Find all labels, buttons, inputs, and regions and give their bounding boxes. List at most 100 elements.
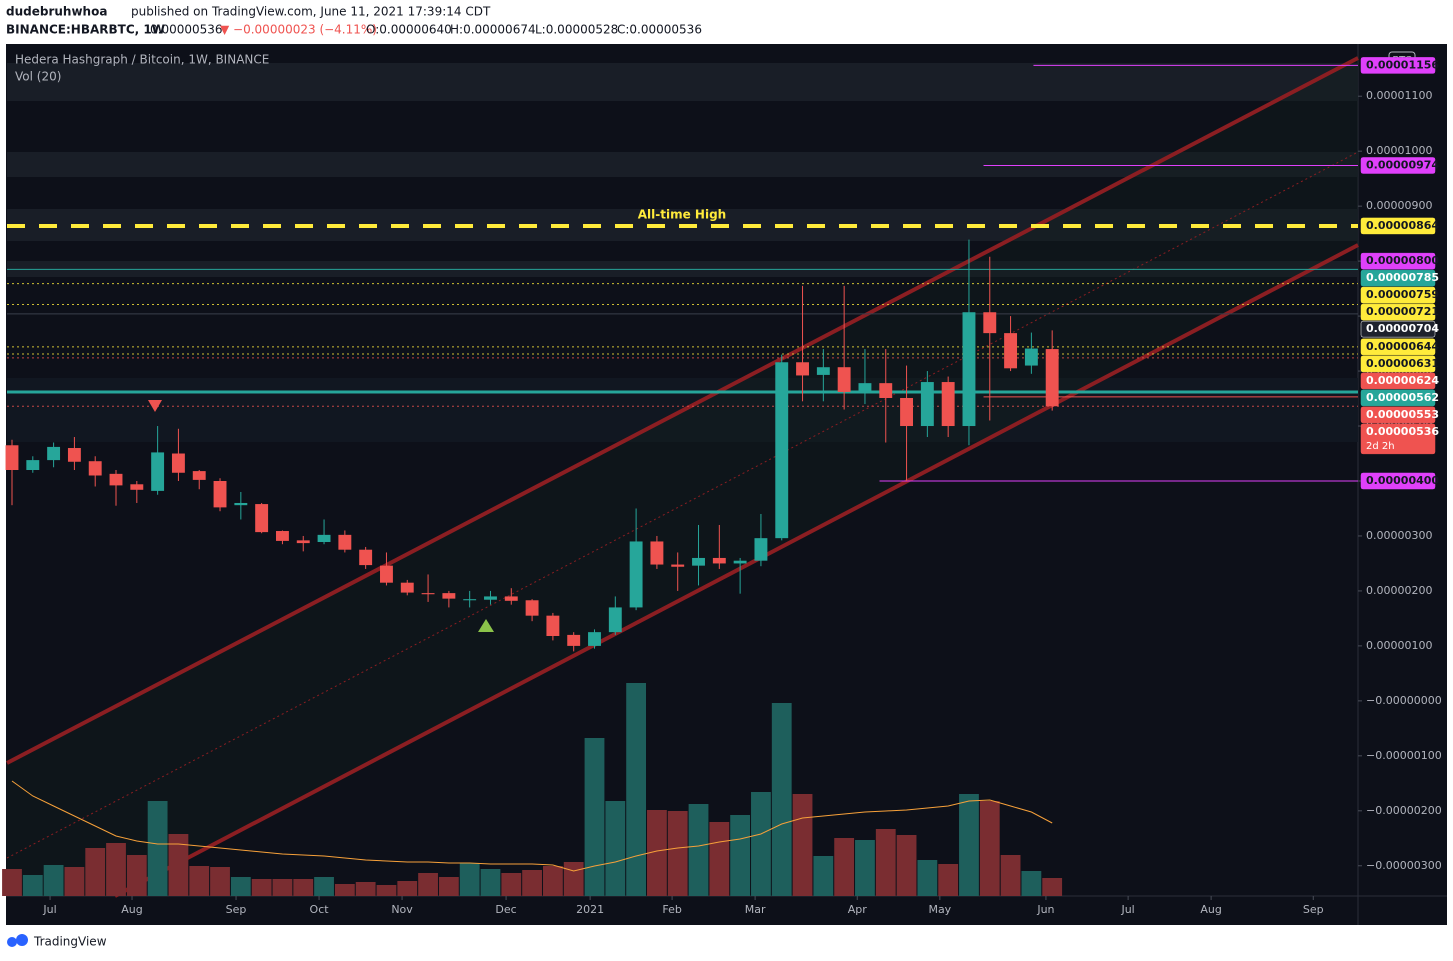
price-label-box (1360, 406, 1436, 424)
candle-body (151, 452, 165, 491)
price-label: 0.00000624 (1366, 374, 1439, 387)
publisher: dudebruhwhoa (6, 5, 107, 19)
candle-body (5, 445, 19, 470)
volume-bar (584, 738, 605, 896)
volume-bar (251, 879, 272, 896)
candle-body (234, 502, 248, 506)
price-label-box (1360, 320, 1436, 338)
x-tick-label: 2021 (576, 903, 604, 916)
channel-upper (6, 56, 1359, 765)
candle-body (983, 312, 997, 334)
volume-bar (85, 848, 106, 896)
x-tick-label: Apr (848, 903, 868, 916)
price-label-box (1360, 157, 1436, 174)
candle-body (317, 534, 331, 543)
volume-bar (334, 884, 355, 896)
volume-bar (230, 877, 251, 896)
x-tick-label: Dec (495, 903, 516, 916)
price-label: 0.00000974 (1366, 158, 1439, 171)
candle-body (275, 531, 289, 541)
ath-annotation: All-time High (638, 208, 726, 222)
candle-body (484, 596, 497, 600)
symbol: BINANCE:HBARBTC, 1W (6, 23, 165, 37)
candle-body (900, 397, 914, 427)
y-tick-label: −0.00000100 (1366, 749, 1442, 762)
change: ▼ −0.00000023 (−4.11%) (220, 23, 377, 37)
price-label-box (1360, 57, 1436, 74)
price-label-box (1360, 389, 1436, 407)
brand: TradingView (33, 935, 107, 949)
candle-body (671, 564, 685, 567)
brand-logo (7, 934, 28, 947)
x-tick-label: Mar (745, 903, 766, 916)
price-label-box (1360, 217, 1436, 235)
price-label-box (1360, 423, 1436, 455)
candle-body (733, 560, 747, 564)
volume-bar (751, 792, 771, 896)
volume-bar (397, 881, 418, 896)
volume-bar (959, 794, 979, 896)
candle-body (67, 448, 81, 462)
volume-bar (542, 866, 563, 896)
candle-body (192, 471, 206, 480)
x-tick-label: Feb (662, 903, 681, 916)
candle-body (858, 383, 872, 392)
price-label-box (1360, 286, 1436, 304)
price-label: 0.00000562 (1366, 391, 1439, 404)
volume-bar (667, 811, 688, 896)
candle-body (171, 453, 185, 473)
x-tick-label: Nov (391, 903, 413, 916)
y-tick-label: 0.00000300 (1366, 529, 1432, 542)
ohlc-open: O:0.00000640 (366, 23, 452, 37)
y-tick-label: −0.00000000 (1366, 694, 1442, 707)
volume-bar (418, 873, 438, 896)
y-tick-label: 0.00000900 (1366, 199, 1432, 212)
volume-bar (376, 885, 397, 896)
volume-bar (438, 877, 459, 896)
price-label-box (1360, 355, 1436, 373)
logo-dot (16, 934, 28, 946)
candle-body (650, 541, 664, 565)
candle-body (567, 634, 581, 646)
symbol-legend: BINANCE:HBARBTC, 1W 0.00000536 ▼ −0.0000… (6, 23, 702, 37)
volume-bar (626, 683, 647, 896)
candle-body (712, 557, 726, 564)
volume-bar (1042, 878, 1063, 896)
price-label-box (1360, 269, 1436, 287)
x-tick-label: Sep (226, 903, 247, 916)
price-label: 0.00000644 (1366, 340, 1439, 353)
volume-bar (314, 877, 334, 896)
price-label-box (1360, 303, 1436, 321)
x-tick-label: Jul (42, 903, 56, 916)
candle-body (109, 473, 123, 486)
volume-bar (1021, 871, 1042, 896)
volume-bar (605, 801, 626, 896)
x-tick-label: May (928, 903, 951, 916)
logo-dot (7, 937, 17, 947)
price-label: 0.00000721 (1366, 305, 1439, 318)
x-tick-label: Aug (121, 903, 142, 916)
ohlc-close: C:0.00000536 (617, 23, 702, 37)
candle-body (796, 362, 809, 376)
volume-bar (688, 804, 709, 896)
zone (7, 152, 1358, 177)
candle-body (400, 582, 414, 593)
ohlc-low: L:0.00000528 (535, 23, 618, 37)
y-tick-label: 0.00001000 (1366, 144, 1432, 157)
volume-bar (210, 867, 230, 896)
volume-bar (459, 863, 480, 896)
candle-body (1024, 348, 1038, 366)
volume-bar (355, 882, 376, 896)
volume-bar (2, 869, 22, 896)
volume-bar (709, 822, 730, 896)
candle-body (588, 632, 601, 646)
price-label-box (1360, 252, 1436, 270)
volume-bar (855, 840, 875, 896)
x-tick-label: Jun (1036, 903, 1054, 916)
volume-ma (11, 780, 1053, 872)
candle-body (296, 540, 310, 544)
last-price: 0.00000536 (150, 23, 223, 37)
volume-bar (875, 829, 896, 896)
